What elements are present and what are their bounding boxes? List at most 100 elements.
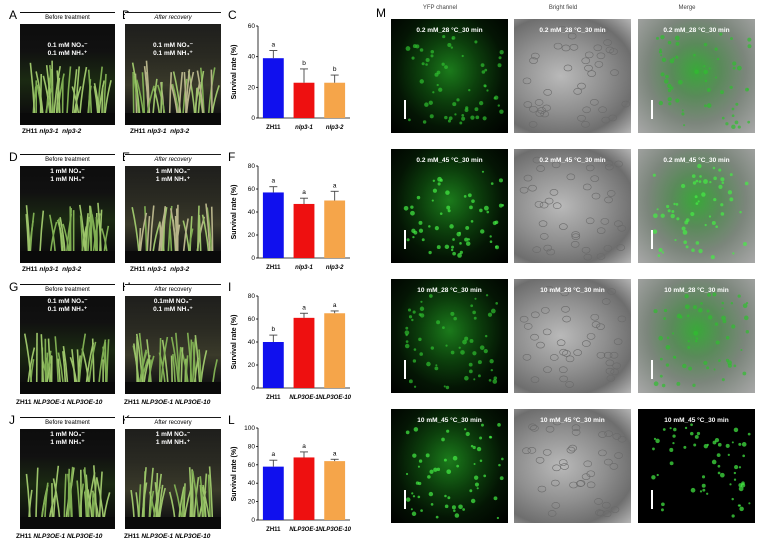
cell-pattern	[652, 163, 749, 260]
cell-outline	[561, 44, 571, 52]
fluorescent-spot	[436, 320, 441, 325]
cell-outline	[560, 289, 570, 297]
fluorescent-spot	[731, 441, 734, 444]
fluorescent-spot	[709, 181, 712, 184]
fluorescent-spot	[697, 307, 703, 313]
fluorescent-spot	[731, 107, 735, 111]
cell-outline	[596, 227, 606, 234]
scale-bar	[404, 230, 406, 249]
fluorescent-spot	[473, 316, 477, 320]
fluorescent-spot	[480, 423, 484, 427]
fluorescent-spot	[669, 58, 675, 64]
fluorescent-spot	[737, 294, 741, 298]
cell-outline	[573, 88, 583, 95]
cell-outline	[577, 114, 586, 122]
fluorescent-spot	[653, 381, 659, 387]
condition-line-1: 1 mM NO₃⁻	[50, 168, 85, 175]
seedling-leaf	[160, 81, 163, 114]
fluorescent-spot	[660, 508, 664, 512]
fluorescent-spot	[729, 85, 733, 89]
fluorescent-spot	[405, 430, 410, 435]
cell-outline	[522, 447, 531, 455]
plant-drawing	[20, 60, 115, 125]
scale-bar	[651, 490, 653, 509]
seedling-leaf	[69, 356, 78, 383]
fluorescent-spot	[415, 44, 420, 49]
fluorescent-spot	[721, 116, 725, 120]
fluorescent-spot	[676, 217, 680, 221]
fluorescent-spot	[672, 57, 676, 60]
fluorescent-spot	[651, 475, 656, 480]
fluorescent-spot	[428, 225, 431, 228]
fluorescent-spot	[675, 98, 680, 103]
cell-outline	[610, 69, 619, 76]
seedling-leaf	[155, 472, 159, 518]
seedling-leaf	[189, 479, 194, 518]
seedling-leaf	[183, 483, 186, 518]
fluorescent-spot	[675, 203, 679, 206]
fluorescent-spot	[497, 423, 501, 427]
fluorescent-spot	[452, 102, 457, 107]
fluorescent-spot	[430, 54, 434, 58]
cell-pattern	[522, 25, 631, 128]
fluorescent-spot	[677, 79, 683, 85]
seedling-leaf	[132, 75, 140, 114]
fluorescent-spot	[436, 83, 439, 87]
fluorescent-spot	[681, 109, 684, 112]
micrograph-merge: 10 mM_28 °C_30 min	[638, 279, 755, 393]
cell-outline	[596, 323, 605, 330]
fluorescent-spot	[698, 248, 703, 254]
fluorescent-spot	[454, 513, 460, 518]
fluorescent-spot	[738, 486, 744, 492]
cell-outline	[549, 354, 559, 361]
cell-outline	[586, 333, 596, 340]
cell-outline	[536, 341, 545, 349]
fluorescent-spot	[407, 308, 412, 312]
fluorescent-spot	[474, 107, 479, 112]
fluorescent-spot	[667, 97, 672, 102]
photo-g: Before treatment 0.1 mM NO₃⁻ 0.1 mM NH₄⁺	[20, 284, 115, 394]
seedling-leaf	[98, 339, 107, 383]
fluorescent-spot	[498, 56, 502, 60]
column-header-merge: Merge	[678, 5, 696, 11]
fluorescent-spot	[699, 490, 703, 493]
seedling-leaf	[78, 204, 86, 252]
seedling-leaf	[207, 474, 211, 518]
fluorescent-spot	[470, 498, 476, 504]
fluorescent-spot	[736, 65, 742, 71]
seedling-leaf	[75, 66, 81, 114]
cell-outline	[542, 449, 552, 456]
fluorescent-spot	[665, 74, 669, 79]
fluorescent-spot	[444, 244, 450, 250]
condition-line-2: 1 mM NH₄⁺	[155, 439, 191, 446]
bar	[324, 461, 346, 520]
fluorescent-spot	[737, 125, 741, 129]
cell-outline	[529, 105, 538, 113]
cell-outline	[606, 375, 616, 382]
fluorescent-spot	[411, 492, 414, 495]
fluorescent-spot	[684, 304, 690, 310]
fluorescent-spot	[706, 366, 710, 370]
cell-outline	[573, 349, 582, 356]
seedling-leaf	[152, 78, 158, 114]
fluorescent-spot	[661, 57, 667, 63]
seedling-leaf	[160, 336, 169, 383]
fluorescent-spot	[666, 204, 670, 209]
cell-outline	[612, 362, 621, 370]
fluorescent-spot	[434, 226, 439, 231]
fluorescent-spot	[453, 509, 456, 512]
cell-outline	[552, 418, 562, 426]
fluorescent-spot	[420, 509, 423, 512]
fluorescent-spot	[447, 496, 451, 500]
significance-letter: a	[302, 304, 306, 311]
fluorescent-spot	[428, 491, 434, 497]
fluorescent-spot	[489, 240, 493, 243]
cell-outline	[577, 82, 586, 90]
photo-caption: After recovery	[125, 285, 221, 296]
condition-line-1: 0.1mM NO₃⁻	[153, 298, 193, 305]
cell-outline	[522, 77, 532, 85]
seedling-leaf	[135, 79, 145, 114]
cell-outline	[563, 64, 573, 72]
fluorescent-spot	[470, 304, 474, 308]
condition-line-2: 1 mM NH₄⁺	[50, 176, 85, 183]
